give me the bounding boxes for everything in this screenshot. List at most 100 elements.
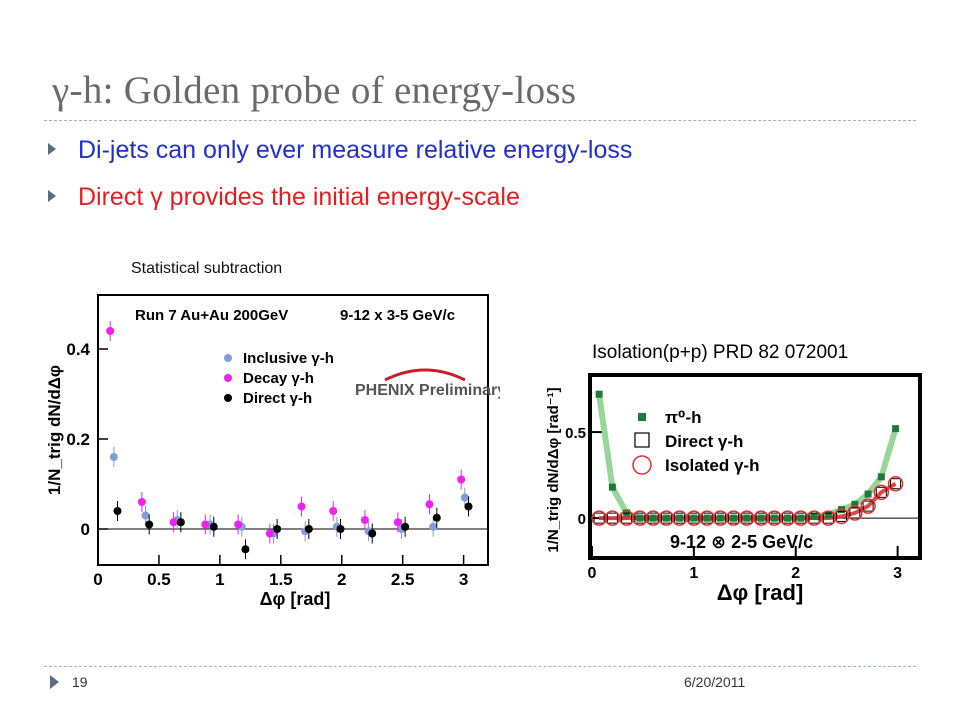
data-point bbox=[329, 507, 338, 515]
logo-text: PHENIX Preliminary bbox=[355, 382, 500, 399]
x-tick-label: 2 bbox=[791, 565, 800, 582]
data-point bbox=[877, 473, 885, 481]
data-point bbox=[593, 512, 605, 524]
chart-annotation: 9-12 ⊗ 2-5 GeV/c bbox=[670, 532, 813, 552]
data-point bbox=[860, 498, 876, 514]
data-point bbox=[460, 493, 469, 502]
data-point bbox=[890, 478, 902, 490]
legend-marker bbox=[638, 413, 646, 421]
data-point bbox=[703, 514, 711, 522]
data-point bbox=[401, 522, 410, 531]
data-point bbox=[725, 510, 742, 526]
legend-marker bbox=[224, 374, 232, 382]
data-point bbox=[690, 514, 698, 522]
figure-caption: Statistical subtraction bbox=[131, 260, 283, 277]
x-tick-label: 1 bbox=[689, 565, 698, 582]
y-tick-label: 0.5 bbox=[565, 425, 586, 442]
bullet-2-text: Direct γ provides the initial energy-sca… bbox=[78, 183, 520, 211]
data-point bbox=[273, 525, 282, 533]
data-point bbox=[784, 514, 792, 522]
data-point bbox=[241, 545, 250, 554]
data-point bbox=[810, 512, 818, 520]
slide-date: 6/20/2011 bbox=[684, 674, 746, 690]
footer-divider bbox=[44, 666, 916, 667]
data-point bbox=[797, 514, 805, 522]
x-axis-label: Δφ [rad] bbox=[717, 580, 804, 605]
data-point bbox=[862, 500, 874, 512]
data-point bbox=[368, 529, 377, 538]
data-point bbox=[169, 518, 178, 527]
data-point bbox=[699, 510, 715, 526]
data-point bbox=[591, 510, 607, 526]
data-point bbox=[770, 514, 778, 522]
data-point bbox=[647, 512, 659, 524]
data-point bbox=[824, 511, 832, 519]
data-point bbox=[712, 510, 729, 526]
data-point bbox=[209, 522, 218, 531]
data-point bbox=[688, 512, 700, 524]
data-point bbox=[753, 510, 769, 526]
legend-label: Isolated γ-h bbox=[665, 456, 759, 475]
legend-label: Decay γ-h bbox=[243, 370, 314, 387]
x-tick-label: 1.5 bbox=[269, 570, 293, 589]
data-point bbox=[145, 520, 154, 529]
data-point bbox=[201, 520, 210, 529]
x-tick-label: 3 bbox=[893, 565, 902, 582]
data-point bbox=[701, 512, 713, 524]
page-number: 19 bbox=[72, 674, 88, 690]
data-point bbox=[662, 514, 670, 522]
data-point bbox=[595, 390, 603, 398]
data-point bbox=[674, 512, 686, 524]
data-point bbox=[141, 511, 150, 520]
data-point bbox=[634, 512, 646, 524]
data-point bbox=[464, 502, 473, 511]
data-point bbox=[766, 510, 783, 526]
data-point bbox=[429, 522, 438, 531]
data-point bbox=[265, 529, 274, 538]
data-point bbox=[393, 518, 402, 527]
data-point bbox=[730, 514, 738, 522]
bullet-2: Direct γ provides the initial energy-sca… bbox=[48, 183, 520, 212]
legend-marker bbox=[632, 455, 652, 475]
data-point bbox=[851, 500, 859, 508]
data-point bbox=[137, 498, 146, 506]
y-axis-label: 1/N_trig dN/dΔφ bbox=[45, 365, 64, 495]
data-point bbox=[360, 516, 369, 524]
data-point bbox=[864, 490, 872, 498]
x-tick-label: 3 bbox=[459, 570, 468, 589]
x-tick-label: 0 bbox=[93, 570, 102, 589]
data-point bbox=[782, 512, 794, 524]
plot-frame bbox=[588, 373, 922, 560]
data-point bbox=[887, 475, 904, 492]
data-point bbox=[636, 514, 644, 522]
legend-label: π⁰-h bbox=[665, 408, 702, 427]
legend-label: Direct γ-h bbox=[243, 390, 312, 407]
bullet-1: Di-jets can only ever measure relative e… bbox=[48, 136, 632, 165]
right-chart-title: Isolation(p+p) PRD 82 072001 bbox=[592, 342, 848, 363]
data-point bbox=[109, 453, 118, 461]
chart-header-left: Run 7 Au+Au 200GeV bbox=[135, 307, 288, 324]
data-point bbox=[297, 502, 306, 511]
data-point bbox=[336, 525, 345, 533]
y-tick-label: 0 bbox=[81, 520, 90, 539]
x-tick-label: 0 bbox=[588, 565, 597, 582]
y-tick-label: 0 bbox=[578, 511, 586, 528]
x-tick-label: 1 bbox=[215, 570, 224, 589]
data-point bbox=[847, 505, 863, 521]
data-point bbox=[234, 520, 243, 529]
data-point bbox=[757, 514, 765, 522]
data-point bbox=[676, 514, 684, 522]
data-point bbox=[457, 475, 466, 484]
x-tick-label: 0.5 bbox=[147, 570, 171, 589]
data-point bbox=[606, 512, 618, 524]
bullet-1-text: Di-jets can only ever measure relative e… bbox=[78, 136, 633, 164]
data-point bbox=[892, 425, 900, 433]
data-point bbox=[686, 510, 702, 526]
data-point bbox=[645, 510, 661, 526]
data-point bbox=[779, 510, 796, 526]
data-point bbox=[658, 510, 675, 526]
data-point bbox=[304, 525, 313, 533]
data-point bbox=[873, 484, 890, 501]
data-point bbox=[176, 518, 185, 527]
left-chart: Run 7 Au+Au 200GeV 9-12 x 3-5 GeV/c 0 0.5… bbox=[45, 294, 500, 609]
